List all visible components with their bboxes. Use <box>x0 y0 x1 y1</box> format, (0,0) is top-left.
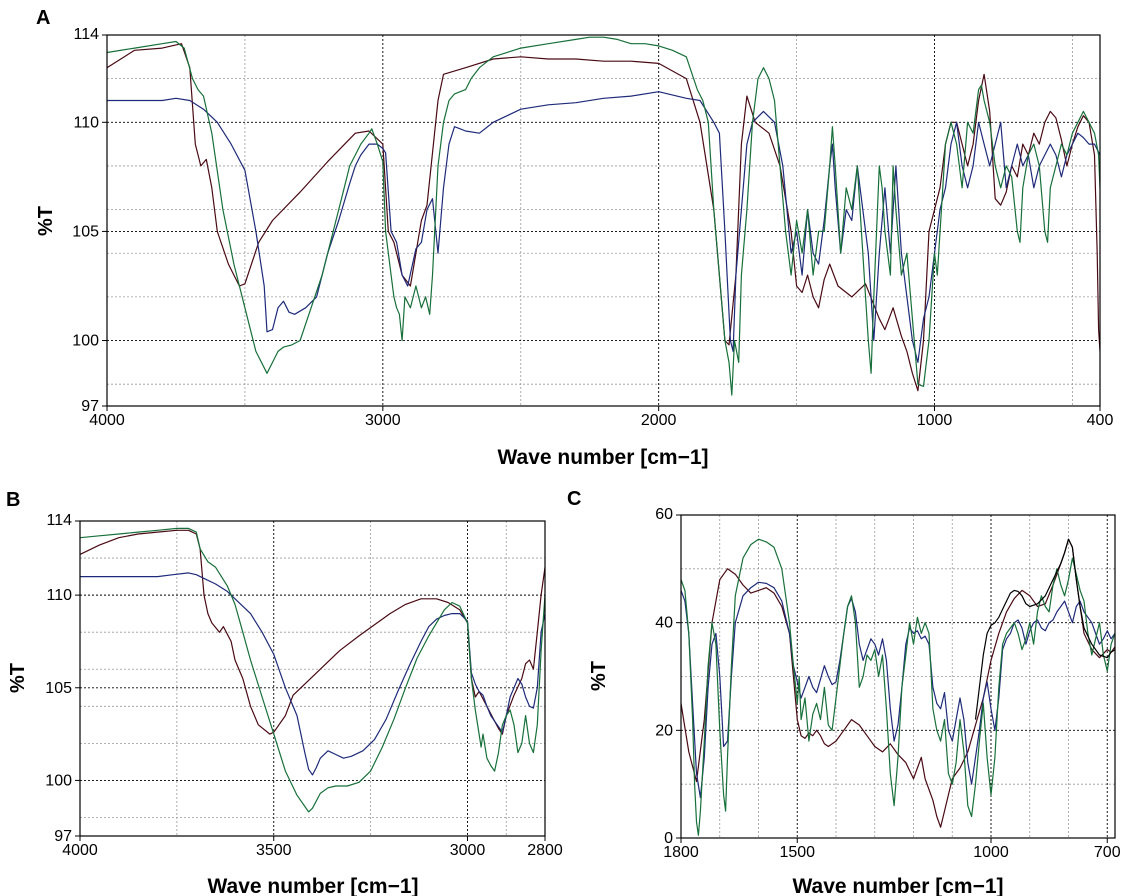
series-line-green <box>681 538 1115 836</box>
x-tick-label: 2800 <box>527 842 563 859</box>
y-tick-label: 0 <box>664 830 673 847</box>
y-tick-label: 110 <box>46 587 72 604</box>
y-tick-label: 20 <box>655 722 673 739</box>
x-tick-label: 3500 <box>256 842 292 859</box>
series-line-green <box>80 527 545 813</box>
x-tick-label: 1000 <box>917 412 953 429</box>
x-tick-label: 400 <box>1087 412 1114 429</box>
y-tick-label: 60 <box>655 506 673 523</box>
series-group <box>80 527 545 813</box>
y-tick-label: 40 <box>655 615 673 632</box>
series-line-maroon <box>107 43 1100 392</box>
x-tick-label: 3000 <box>365 412 401 429</box>
series-line-navy <box>681 581 1115 799</box>
y-tick-label: 105 <box>72 223 99 240</box>
series-line-navy <box>107 91 1100 363</box>
x-tick-label: 4000 <box>89 412 125 429</box>
y-tick-label: 97 <box>54 828 72 845</box>
y-tick-label: 114 <box>46 512 72 529</box>
series-group <box>681 538 1115 836</box>
plot-frame <box>680 514 1116 839</box>
series-line-green <box>107 36 1100 396</box>
x-tick-label: 4000 <box>62 842 98 859</box>
x-tick-label: 1000 <box>973 844 1009 861</box>
y-tick-label: 114 <box>73 26 99 43</box>
panel-b: 4000 3500 3000 2800 97 100 105 110 114 B %T Wave nu… <box>6 489 563 896</box>
panel-c: 1800 1500 1000 700 0 20 40 60 C %T Wave number [cm… <box>567 488 1121 896</box>
series-line-navy <box>80 572 545 776</box>
x-axis-label: Wave number [cm−1] <box>207 875 418 896</box>
y-tick-label: 105 <box>45 680 72 697</box>
x-tick-label: 700 <box>1094 844 1121 861</box>
y-axis-label: %T <box>35 206 57 236</box>
x-axis-label: Wave number [cm−1] <box>792 875 1003 896</box>
series-line-black <box>974 538 1115 720</box>
y-tick-label: 97 <box>81 398 99 415</box>
panel-letter: A <box>36 7 50 29</box>
series-group <box>107 36 1100 396</box>
plot-frame <box>106 34 1101 407</box>
y-axis-label: %T <box>7 663 29 693</box>
y-axis-label: %T <box>588 661 610 691</box>
x-tick-label: 1800 <box>663 844 699 861</box>
x-tick-label: 1500 <box>779 844 815 861</box>
y-tick-label: 100 <box>72 333 99 350</box>
panel-letter: B <box>6 489 20 511</box>
y-tick-label: 100 <box>45 772 72 789</box>
x-tick-label: 3000 <box>450 842 486 859</box>
plot-frame <box>79 520 546 837</box>
y-tick-label: 110 <box>73 114 99 131</box>
panel-letter: C <box>567 488 581 510</box>
x-axis-label: Wave number [cm−1] <box>497 446 708 469</box>
x-tick-label: 2000 <box>641 412 677 429</box>
panel-a: 4000 3000 2000 1000 400 97 100 105 110 114 A %T Wave… <box>35 7 1113 469</box>
